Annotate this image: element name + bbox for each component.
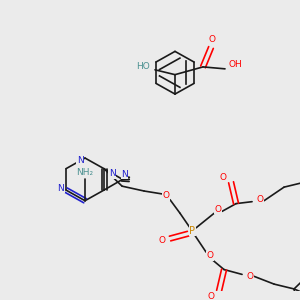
Text: O: O bbox=[159, 236, 166, 245]
Text: P: P bbox=[189, 226, 195, 236]
Text: OH: OH bbox=[228, 61, 242, 70]
Text: N: N bbox=[109, 169, 116, 178]
Text: HO: HO bbox=[136, 62, 150, 71]
Text: N: N bbox=[121, 169, 128, 178]
Text: N: N bbox=[76, 157, 83, 166]
Text: O: O bbox=[163, 191, 170, 200]
Text: O: O bbox=[214, 205, 222, 214]
Text: O: O bbox=[208, 292, 214, 300]
Text: O: O bbox=[208, 35, 215, 44]
Text: O: O bbox=[220, 173, 226, 182]
Text: N: N bbox=[58, 184, 64, 193]
Text: NH₂: NH₂ bbox=[76, 168, 94, 177]
Text: O: O bbox=[207, 251, 214, 260]
Text: O: O bbox=[256, 195, 264, 204]
Text: O: O bbox=[247, 272, 254, 281]
